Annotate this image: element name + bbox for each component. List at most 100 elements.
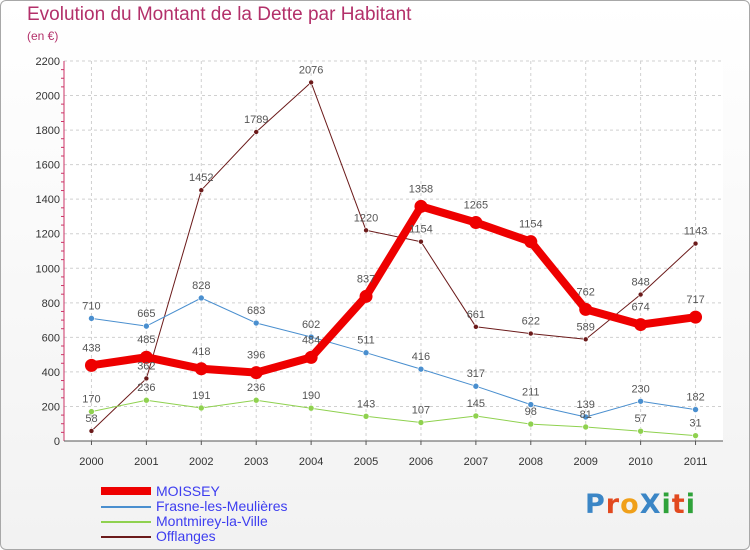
data-point-moissey xyxy=(84,358,98,372)
data-point-montmirey-la-ville xyxy=(472,412,480,420)
logo-letter: P xyxy=(585,489,606,520)
data-point-moissey xyxy=(359,289,373,303)
legend-label-offlanges: Offlanges xyxy=(156,528,216,544)
data-point-moissey xyxy=(194,362,208,376)
data-label-moissey: 837 xyxy=(357,273,375,285)
series-line-montmirey-la-ville xyxy=(91,399,696,437)
logo-letter: i xyxy=(661,489,672,520)
data-point-frasne-les-meuli-res xyxy=(472,382,480,390)
data-label-montmirey-la-ville: 31 xyxy=(689,418,701,430)
data-label-moissey: 762 xyxy=(577,286,595,298)
data-label-moissey: 1154 xyxy=(519,219,543,231)
x-tick-label: 2008 xyxy=(519,456,543,468)
data-label-offlanges: 1789 xyxy=(244,114,268,126)
logo-letter: i xyxy=(685,489,696,520)
x-tick-label: 2006 xyxy=(409,456,433,468)
data-point-offlanges xyxy=(363,227,369,234)
data-label-montmirey-la-ville: 57 xyxy=(635,413,647,425)
data-label-montmirey-la-ville: 236 xyxy=(247,382,265,394)
x-tick-label: 2001 xyxy=(134,456,158,468)
legend-swatch-montmirey xyxy=(101,521,151,523)
data-point-frasne-les-meuli-res xyxy=(417,365,425,373)
data-label-montmirey-la-ville: 236 xyxy=(137,382,155,394)
data-label-montmirey-la-ville: 98 xyxy=(525,406,537,418)
data-label-offlanges: 661 xyxy=(467,309,485,321)
y-tick-label: 600 xyxy=(42,332,60,344)
data-point-frasne-les-meuli-res xyxy=(143,322,150,330)
legend-swatch-moissey xyxy=(101,487,151,495)
data-label-montmirey-la-ville: 107 xyxy=(412,405,430,417)
y-tick-label: 1200 xyxy=(36,229,60,241)
data-label-moissey: 674 xyxy=(631,302,649,314)
data-point-offlanges xyxy=(253,129,260,135)
data-label-frasne-les-meuli-res: 683 xyxy=(247,305,265,317)
data-point-offlanges xyxy=(308,79,314,86)
data-point-moissey xyxy=(304,350,318,364)
y-tick-label: 1800 xyxy=(36,125,60,137)
data-point-offlanges xyxy=(692,240,699,247)
data-label-offlanges: 58 xyxy=(85,413,97,425)
data-point-moissey xyxy=(139,350,153,364)
data-point-montmirey-la-ville xyxy=(692,432,699,439)
data-label-frasne-les-meuli-res: 665 xyxy=(137,308,155,320)
data-label-moissey: 485 xyxy=(137,334,155,346)
data-point-frasne-les-meuli-res xyxy=(637,397,644,405)
data-point-frasne-les-meuli-res xyxy=(527,401,535,408)
data-point-moissey xyxy=(524,235,538,249)
data-point-offlanges xyxy=(143,375,150,382)
data-label-montmirey-la-ville: 191 xyxy=(192,390,210,402)
data-label-frasne-les-meuli-res: 211 xyxy=(522,387,540,399)
data-label-offlanges: 2076 xyxy=(299,64,323,76)
data-label-frasne-les-meuli-res: 182 xyxy=(686,392,704,404)
data-point-montmirey-la-ville xyxy=(527,420,535,428)
logo-letter: r xyxy=(605,489,621,520)
data-label-montmirey-la-ville: 81 xyxy=(580,409,592,421)
data-point-moissey xyxy=(249,366,263,380)
data-label-offlanges: 1154 xyxy=(409,224,433,236)
x-tick-label: 2003 xyxy=(244,456,268,468)
data-label-offlanges: 622 xyxy=(522,316,540,328)
data-point-frasne-les-meuli-res xyxy=(88,315,95,322)
data-label-frasne-les-meuli-res: 710 xyxy=(82,300,100,312)
data-label-moissey: 717 xyxy=(686,294,704,306)
x-tick-label: 2009 xyxy=(573,456,597,468)
y-tick-label: 800 xyxy=(42,298,60,310)
data-point-montmirey-la-ville xyxy=(252,396,260,404)
data-point-montmirey-la-ville xyxy=(637,427,644,435)
y-tick-label: 1600 xyxy=(36,160,60,172)
data-label-frasne-les-meuli-res: 602 xyxy=(302,319,320,331)
data-label-moissey: 438 xyxy=(82,342,100,354)
data-point-offlanges xyxy=(88,428,95,434)
legend-label-frasne: Frasne-les-Meulières xyxy=(156,498,288,514)
data-point-moissey xyxy=(414,199,428,213)
series-line-moissey xyxy=(87,202,700,377)
y-tick-label: 0 xyxy=(54,436,60,448)
data-point-moissey xyxy=(689,310,703,324)
y-tick-label: 400 xyxy=(42,367,60,379)
data-label-offlanges: 1143 xyxy=(684,226,708,238)
data-label-offlanges: 362 xyxy=(137,360,155,372)
data-label-montmirey-la-ville: 190 xyxy=(302,390,320,402)
data-point-frasne-les-meuli-res xyxy=(197,294,205,302)
data-point-offlanges xyxy=(527,330,534,337)
data-point-montmirey-la-ville xyxy=(197,404,205,412)
logo-letter: t xyxy=(671,489,686,520)
series-line-frasne-les-meuli-res xyxy=(91,297,696,418)
series-line-offlanges xyxy=(91,81,696,432)
chart-title: Evolution du Montant de la Dette par Hab… xyxy=(27,4,412,25)
data-point-montmirey-la-ville xyxy=(582,423,590,431)
data-point-frasne-les-meuli-res xyxy=(692,406,699,413)
data-point-montmirey-la-ville xyxy=(307,404,315,412)
data-label-frasne-les-meuli-res: 230 xyxy=(631,383,649,395)
x-tick-label: 2000 xyxy=(79,456,103,468)
data-label-offlanges: 589 xyxy=(577,321,595,333)
x-tick-label: 2004 xyxy=(299,456,323,468)
logo-letter: X xyxy=(639,489,662,520)
legend-swatch-offlanges xyxy=(101,536,151,538)
data-point-offlanges xyxy=(637,291,644,298)
data-label-frasne-les-meuli-res: 317 xyxy=(467,368,485,380)
y-tick-label: 200 xyxy=(42,401,60,413)
data-label-moissey: 484 xyxy=(302,334,320,346)
